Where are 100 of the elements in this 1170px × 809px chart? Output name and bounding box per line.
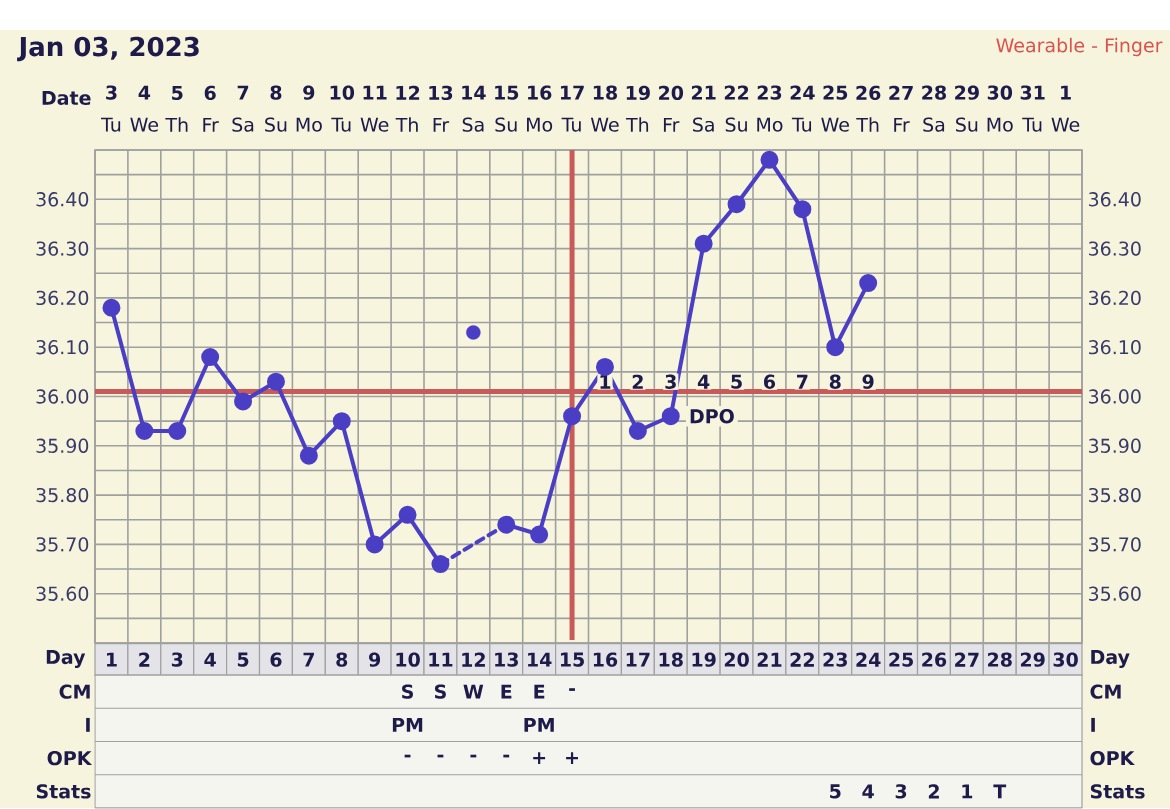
x-tick-label: 28 Sa xyxy=(922,85,946,132)
x-tick-label: 10 xyxy=(396,652,420,667)
x-tick-label: 15 xyxy=(560,652,584,667)
y-tick-label: 35.70 xyxy=(36,537,89,552)
x-tick-label: 14 xyxy=(528,652,552,667)
x-tick-label: 5 xyxy=(237,652,249,667)
x-tick-label: 24 xyxy=(856,652,881,667)
text: S xyxy=(402,684,413,700)
text: E xyxy=(501,684,512,699)
y-tick-label: 36.20 xyxy=(36,290,89,306)
x-tick-label: 19 xyxy=(692,652,716,667)
text: PM xyxy=(392,718,423,732)
text: S xyxy=(434,684,446,700)
y-tick-label: CM xyxy=(59,684,90,700)
x-tick-label: 28 xyxy=(988,652,1012,667)
x-tick-label: 22 xyxy=(790,652,814,667)
x-tick-label: 11 We xyxy=(360,85,389,132)
y2-tick-label: 35.80 xyxy=(1088,488,1141,503)
text: Day xyxy=(46,650,86,669)
text: - xyxy=(569,688,575,692)
text: 3 xyxy=(895,784,907,799)
x-tick-label: 26 Th xyxy=(856,85,881,132)
y-tick-label: Date xyxy=(42,91,91,106)
x-tick-label: 16 xyxy=(593,652,618,667)
annotation: 2 xyxy=(632,374,643,389)
y-tick-label: 35.60 xyxy=(36,586,89,602)
text: 5 xyxy=(830,784,841,799)
x-tick-label: 20 xyxy=(724,652,749,667)
annotation: 4 xyxy=(697,374,710,389)
annotation: 7 xyxy=(797,374,808,389)
y-tick-label: 36.10 xyxy=(36,340,89,355)
x-tick-label: 23 Mo xyxy=(757,85,783,132)
y-tick-label: Stats xyxy=(36,784,91,799)
text: + xyxy=(566,752,578,765)
x-tick-label: 27 xyxy=(955,652,979,667)
y2-tick-label: CM xyxy=(1090,684,1121,700)
y-tick-label: 36.00 xyxy=(36,389,89,404)
x-tick-label: 9 Mo xyxy=(296,85,322,132)
annotation: 3 xyxy=(665,374,676,390)
x-tick-label: 4 xyxy=(204,652,216,667)
x-tick-label: 7 Sa xyxy=(232,85,254,132)
x-tick-label: 16 Mo xyxy=(527,85,553,132)
x-tick-label: 12 Th xyxy=(395,85,420,132)
x-tick-label: 13 Fr xyxy=(429,85,453,132)
x-tick-label: 29 Su xyxy=(955,85,979,132)
text: E xyxy=(534,684,545,699)
chart-title: Jan 03, 2023 xyxy=(17,36,199,62)
x-tick-label: 3 xyxy=(171,652,183,667)
x-tick-label: 8 Su xyxy=(265,85,287,132)
text: + xyxy=(533,752,546,765)
x-tick-label: 9 xyxy=(369,652,381,667)
x-tick-label: 25 We xyxy=(821,85,849,132)
text: 4 xyxy=(862,784,874,799)
y2-tick-label: 36.20 xyxy=(1088,290,1141,306)
x-tick-label: 18 xyxy=(659,652,683,667)
x-tick-label: 1 xyxy=(106,652,117,667)
text: 1 xyxy=(962,784,973,799)
x-tick-label: 15 Su xyxy=(495,85,519,132)
text: - xyxy=(437,754,444,758)
y2-tick-label: 36.30 xyxy=(1088,241,1141,256)
x-tick-label: 17 xyxy=(626,652,650,667)
annotation: 5 xyxy=(731,374,742,389)
annotation: 1 xyxy=(600,374,611,389)
y-tick-label: 35.80 xyxy=(36,488,89,503)
y2-tick-label: 35.60 xyxy=(1088,586,1141,602)
x-tick-label: 13 xyxy=(495,652,518,667)
y2-tick-label: 36.10 xyxy=(1088,340,1141,355)
y2-tick-label: 36.40 xyxy=(1088,192,1141,207)
x-tick-label: 27 Fr xyxy=(889,85,913,132)
y-tick-label: OPK xyxy=(47,751,93,766)
y-tick-label: 36.40 xyxy=(36,192,89,207)
x-tick-label: 19 Th xyxy=(625,85,650,132)
x-tick-label: 2 xyxy=(139,652,150,667)
y2-tick-label: 35.90 xyxy=(1088,438,1141,454)
x-tick-label: 1 We xyxy=(1051,85,1080,132)
x-tick-label: 25 xyxy=(889,652,913,667)
x-tick-label: 17 Tu xyxy=(560,85,584,132)
y2-tick-label: Stats xyxy=(1090,784,1145,799)
annotation: 8 xyxy=(829,374,841,390)
annotation: DPO xyxy=(690,409,734,424)
x-tick-label: 8 xyxy=(336,652,348,667)
chart-subtitle: Wearable - Finger xyxy=(996,38,1163,57)
text: - xyxy=(503,754,510,758)
y2-tick-label: I xyxy=(1091,718,1095,732)
y2-tick-label: 35.70 xyxy=(1088,537,1141,552)
x-tick-label: 24 Tu xyxy=(790,85,815,132)
text: - xyxy=(404,754,411,758)
text: T xyxy=(993,784,1007,799)
x-tick-label: 12 xyxy=(462,652,485,667)
x-tick-label: 21 Sa xyxy=(691,85,716,132)
y2-tick-label: 36.00 xyxy=(1088,389,1141,404)
x-tick-label: 11 xyxy=(429,652,453,667)
x-tick-label: 20 Fr xyxy=(659,85,684,132)
x-tick-label: 7 xyxy=(303,652,314,667)
x-axis-title: Day xyxy=(1091,650,1130,669)
annotation: 9 xyxy=(862,374,874,390)
y-tick-label: 35.90 xyxy=(36,438,89,454)
x-tick-label: 30 Mo xyxy=(987,85,1013,132)
x-tick-label: 18 We xyxy=(590,85,619,132)
x-tick-label: 31 Tu xyxy=(1020,85,1045,132)
